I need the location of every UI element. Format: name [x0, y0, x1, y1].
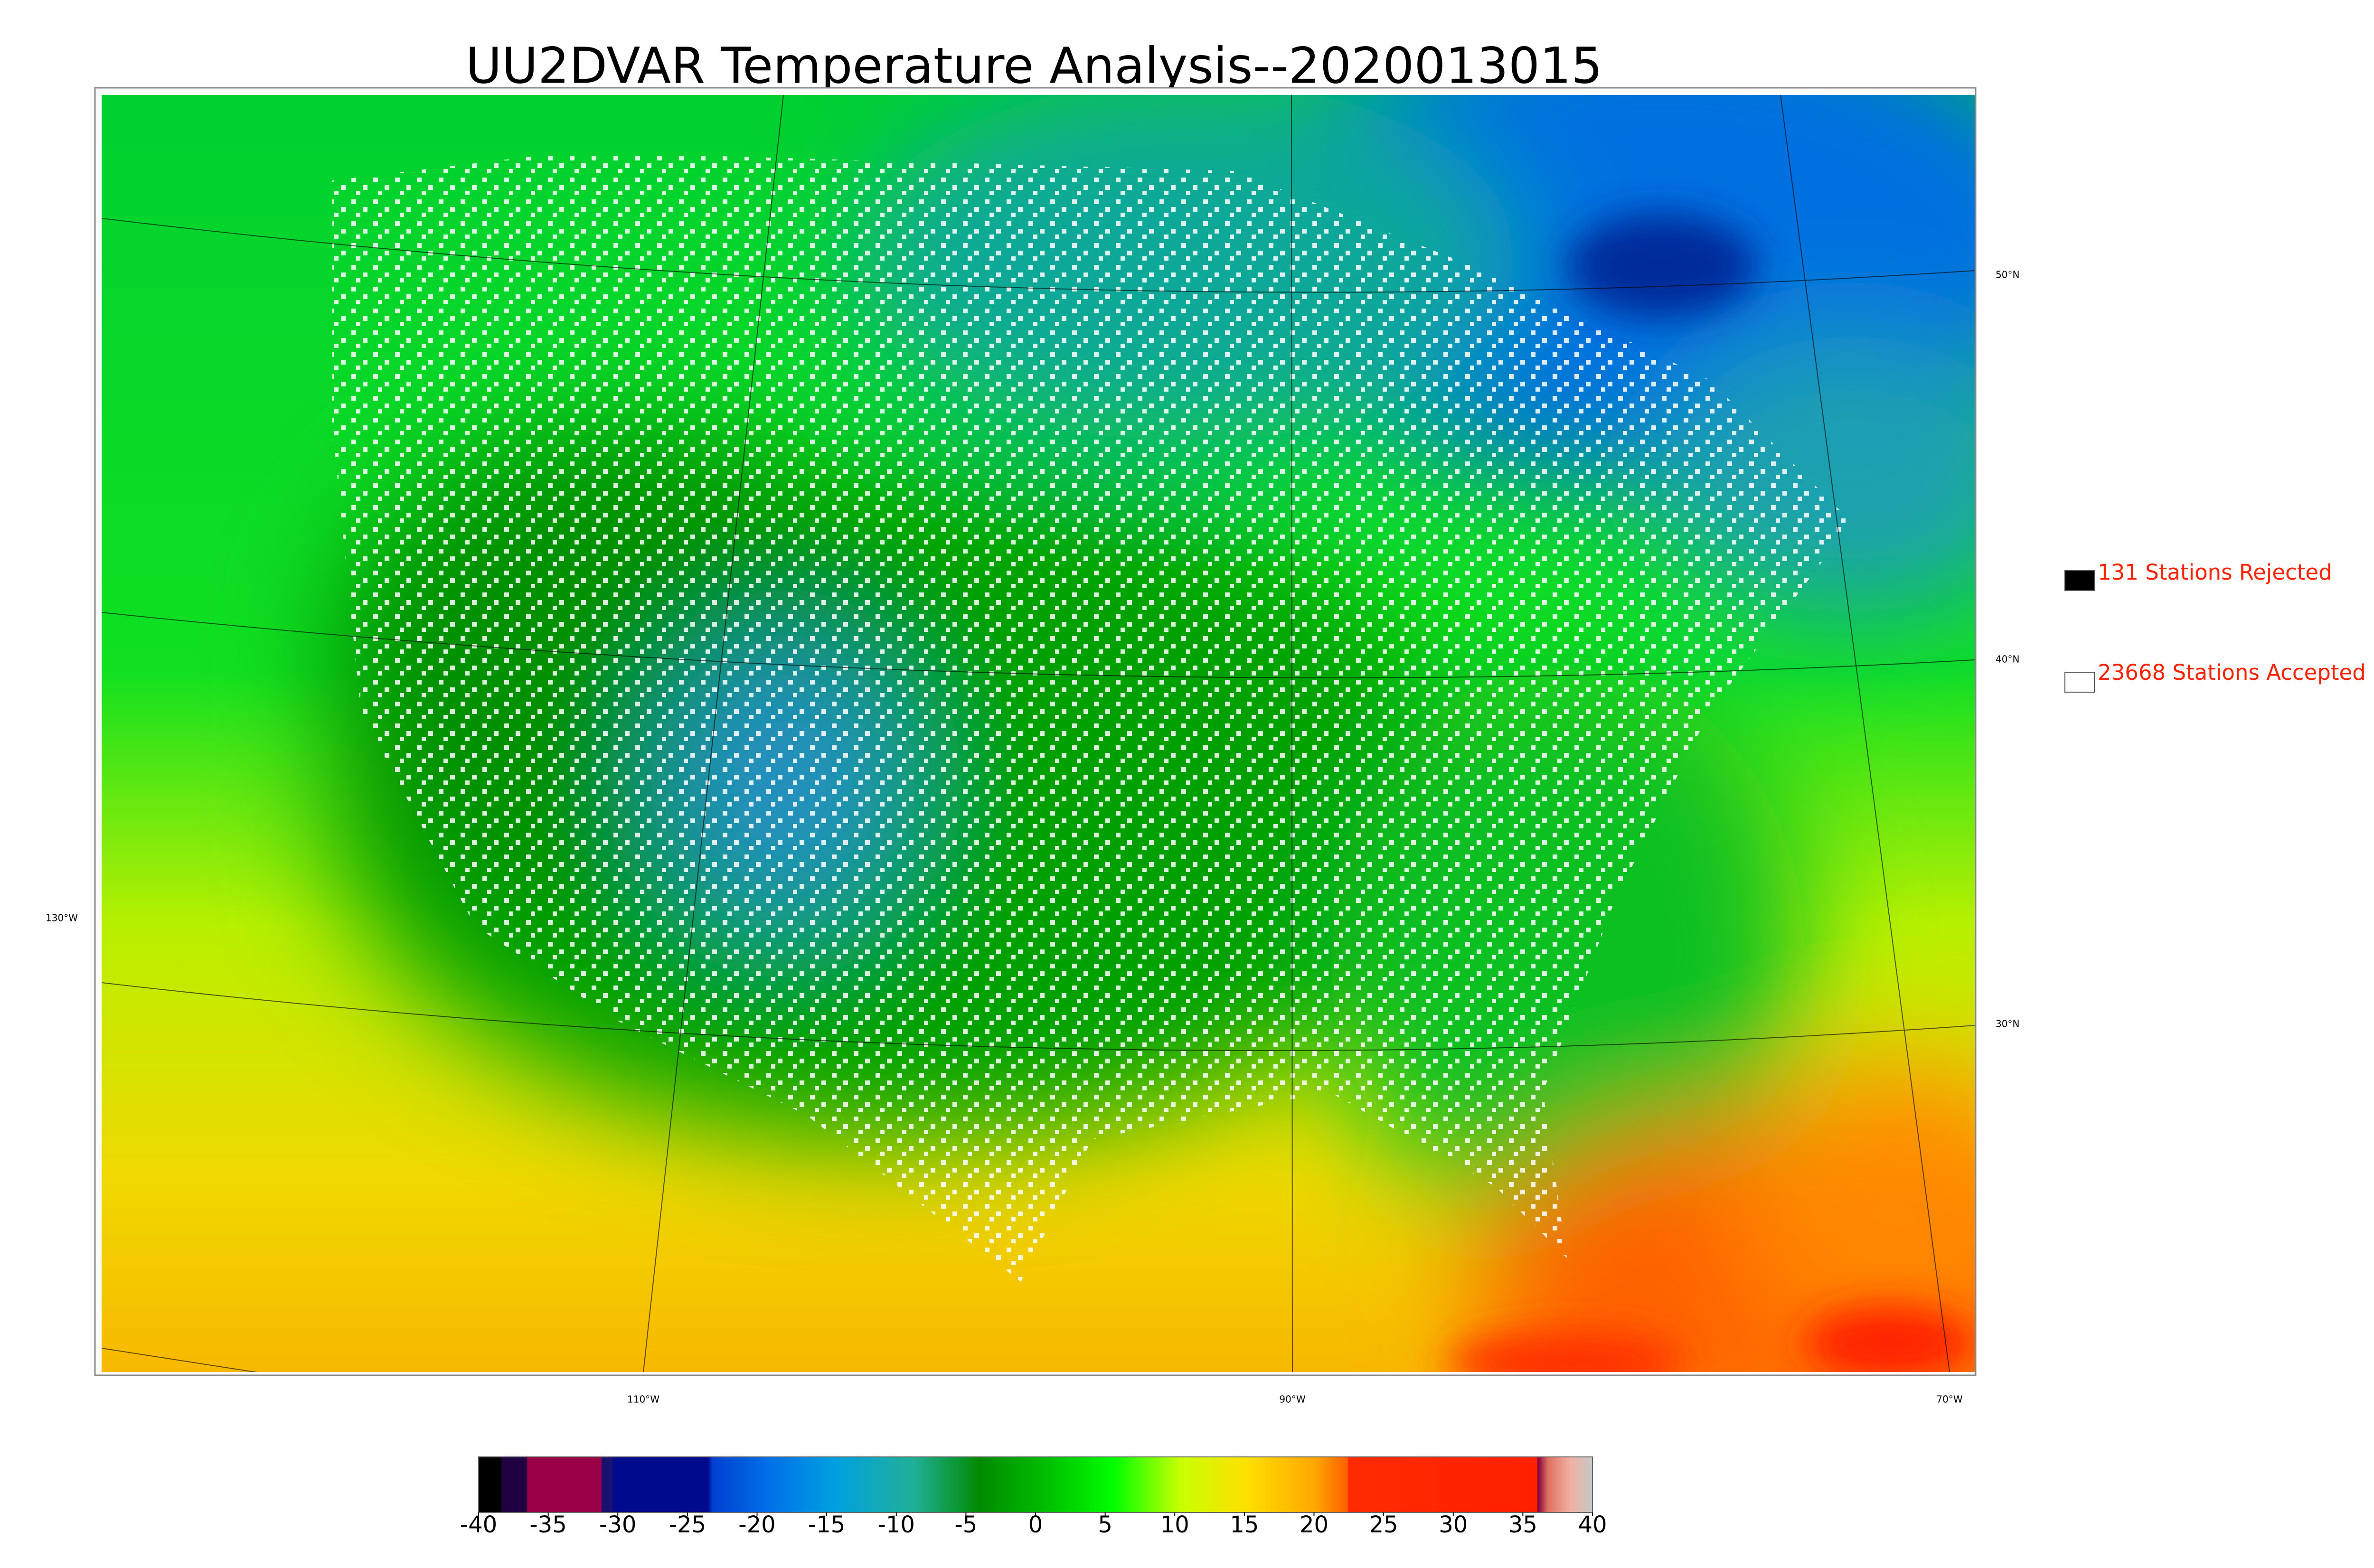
colorbar-tick-label: -10: [878, 1512, 915, 1538]
colorbar-tick-label: 35: [1508, 1512, 1537, 1538]
lon-label: 70°W: [1936, 1394, 1962, 1405]
colorbar-tick-label: -25: [669, 1512, 706, 1538]
colorbar-tick-label: -40: [460, 1512, 497, 1538]
legend-label: 131 Stations Rejected: [2098, 560, 2332, 585]
colorbar-tick-label: 5: [1098, 1512, 1112, 1538]
legend: 131 Stations Rejected 23668 Stations Acc…: [2064, 560, 2366, 693]
colorbar-tick-label: 20: [1300, 1512, 1328, 1538]
lon-label: 130°W: [46, 912, 78, 924]
longitude-labels: 130°W 110°W 90°W 70°W: [46, 912, 1963, 1405]
colorbar: [478, 1456, 1593, 1513]
title: UU2DVAR Temperature Analysis--2020013015: [466, 37, 1603, 94]
legend-label: 23668 Stations Accepted: [2098, 660, 2366, 685]
colorbar-tick-label: 10: [1160, 1512, 1189, 1538]
colorbar-tick-label: -20: [738, 1512, 775, 1538]
legend-swatch-accepted: [2064, 672, 2095, 693]
colorbar-tick-label: 0: [1028, 1512, 1043, 1538]
colorbar-tick-label: 40: [1578, 1512, 1607, 1538]
colorbar-tick-label: 30: [1439, 1512, 1468, 1538]
legend-swatch-rejected: [2064, 570, 2095, 591]
latitude-labels: 50°N 40°N 30°N: [1996, 269, 2019, 1030]
lat-label: 40°N: [1996, 654, 2019, 665]
lon-label: 110°W: [627, 1394, 659, 1405]
lon-label: 90°W: [1279, 1394, 1305, 1405]
lat-label: 50°N: [1996, 269, 2019, 281]
colorbar-tick-label: 25: [1369, 1512, 1398, 1538]
colorbar-tick-label: 15: [1230, 1512, 1259, 1538]
lat-label: 30°N: [1996, 1018, 2019, 1030]
colorbar-ticks: -40 -35 -30 -25 -20 -15 -10 -5 0 5 10 15 20 25 30 35 40: [460, 1512, 1607, 1538]
colorbar-tick-label: -35: [529, 1512, 566, 1538]
colorbar-tick-label: -5: [954, 1512, 977, 1538]
colorbar-tick-label: -15: [808, 1512, 845, 1538]
temperature-field: [102, 95, 1975, 1372]
colorbar-tick-label: -30: [599, 1512, 636, 1538]
